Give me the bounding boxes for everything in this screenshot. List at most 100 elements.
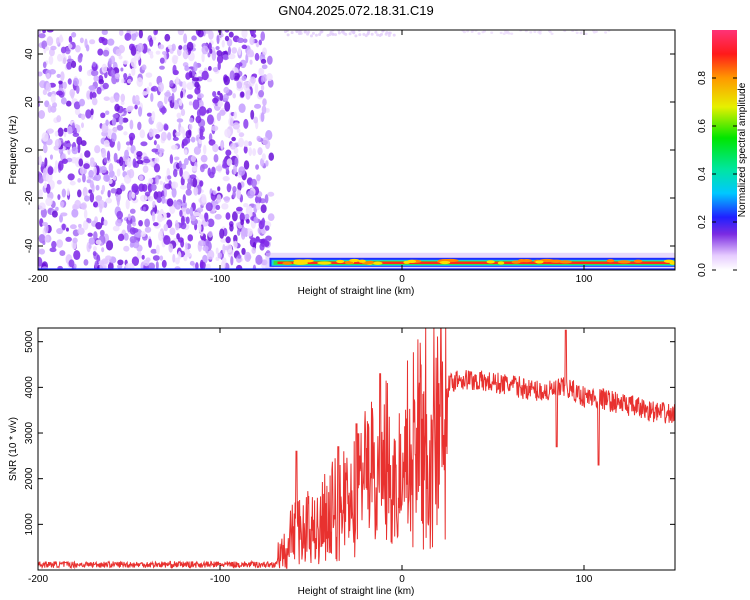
spectrogram-noise-cell: [101, 247, 105, 253]
spectrogram-noise-cell: [326, 33, 330, 37]
spectrogram-noise-cell: [331, 32, 335, 36]
spectrogram-noise-cell: [227, 46, 232, 55]
spectrogram-noise-cell: [169, 154, 174, 165]
spectrogram-noise-cell: [164, 91, 172, 97]
spectrogram-noise-cell: [307, 30, 311, 34]
spectrogram-noise-cell: [181, 163, 187, 170]
spectrogram-noise-cell: [228, 31, 234, 38]
spectrogram-noise-cell: [153, 163, 161, 173]
spectrogram-noise-cell: [171, 181, 179, 189]
spectrogram-noise-cell: [40, 208, 47, 218]
snr-y-ticks: 1000 2000 3000 4000 5000: [24, 330, 675, 535]
spectrogram-noise-cell: [127, 105, 134, 111]
spectrogram-noise-cell: [172, 253, 176, 263]
snr-y-axis-label: SNR (10 * v/v): [8, 417, 19, 481]
spectrogram-noise-cell: [191, 165, 198, 172]
spectrogram-noise-cell: [234, 157, 239, 168]
spectrogram-noise-cell: [604, 31, 608, 34]
spectrogram-noise-cell: [47, 166, 54, 176]
spectrogram-noise-cell: [185, 188, 192, 196]
spectrogram-noise-cell: [118, 30, 124, 36]
spectrogram-noise-cell: [146, 112, 153, 117]
spectrogram-noise-cell: [220, 238, 227, 243]
spectrogram-noise-cell: [166, 132, 172, 141]
spectrogram-noise-cell: [236, 37, 245, 44]
spectrogram-noise-cell: [96, 86, 102, 95]
spectrogram-noise-cell: [83, 209, 88, 219]
spectrogram-noise-cell: [376, 33, 380, 37]
spectrogram-noise-cell: [254, 52, 260, 61]
spectrogram-noise-cell: [100, 230, 105, 236]
spectrogram-noise-cell: [156, 191, 163, 198]
spectrogram-noise-cell: [245, 219, 250, 224]
spectrogram-noise-cell: [159, 255, 164, 261]
spectrogram-noise-cell: [173, 55, 179, 61]
spectrogram-noise-cell: [107, 189, 111, 198]
spectrogram-noise-cell: [202, 144, 207, 155]
spectrogram-noise-cell: [207, 249, 215, 260]
spectrogram-noise-cell: [58, 80, 63, 85]
spectrogram-noise-cell: [224, 128, 231, 138]
spectrogram-noise-cell: [45, 46, 50, 51]
spectrogram-band-peak: [317, 261, 332, 265]
spectrogram-noise-cell: [201, 45, 209, 55]
spectrogram-noise-cell: [80, 202, 87, 210]
spectrogram-noise-cell: [58, 160, 64, 171]
spectrogram-noise-cell: [141, 91, 148, 96]
spectrogram-noise-cell: [230, 255, 234, 266]
colorbar-tick-label: 0.6: [697, 119, 708, 133]
spectrogram-noise-cell: [128, 168, 135, 179]
spectrogram-noise-cell: [150, 87, 155, 92]
spectrogram-noise-cell: [76, 136, 83, 146]
spectrogram-noise-cell: [107, 261, 114, 270]
spectrogram-noise-cell: [238, 132, 245, 138]
spectrogram-noise-cell: [188, 129, 192, 136]
spectrogram-noise-cell: [187, 234, 194, 242]
spectrogram-noise-cell: [80, 113, 86, 120]
spectrogram-noise-cell: [217, 252, 223, 259]
spectrogram-noise-cell: [185, 216, 190, 224]
spectrogram-noise-cell: [191, 35, 197, 41]
spectrogram-noise-cell: [226, 183, 232, 193]
spectrogram-noise-cell: [60, 71, 65, 82]
spectrogram-noise-cell: [50, 93, 56, 104]
spectrogram-noise-cell: [179, 126, 185, 134]
spectrogram-noise-cell: [550, 32, 554, 36]
spectrogram-noise-cell: [65, 236, 72, 242]
spectrogram-noise-cell: [207, 218, 215, 228]
spectrogram-noise-cell: [244, 213, 250, 220]
spectrogram-noise-cell: [78, 158, 84, 167]
spectrogram-y-tick-label: -20: [24, 190, 35, 205]
spectrogram-noise-cell: [212, 190, 217, 195]
spectrogram-noise-cell: [85, 44, 90, 52]
spectrogram-noise-cell: [215, 165, 223, 172]
spectrogram-noise-cell: [241, 75, 247, 81]
snr-y-tick-label: 5000: [24, 330, 35, 353]
spectrogram-noise-cell: [510, 32, 514, 35]
spectrogram-noise-cell: [239, 212, 246, 222]
spectrogram-noise-cell: [88, 237, 96, 245]
spectrogram-band-peak: [367, 260, 374, 264]
snr-series-line: [38, 328, 675, 570]
spectrogram-noise-cell: [88, 244, 92, 249]
spectrogram-noise-cell: [245, 254, 252, 260]
spectrogram-noise-cell: [79, 37, 84, 44]
spectrogram-noise-cell: [260, 58, 267, 64]
spectrogram-noise-cell: [256, 135, 261, 142]
snr-y-tick-label: 1000: [24, 513, 35, 536]
spectrogram-noise-cell: [216, 194, 222, 203]
spectrogram-noise-cell: [571, 30, 575, 33]
spectrogram-noise-cell: [72, 132, 80, 137]
spectrogram-noise-cell: [202, 254, 208, 264]
spectrogram-noise-cell: [120, 67, 124, 72]
spectrogram-noise-cell: [154, 30, 159, 35]
spectrogram-noise-cell: [155, 134, 161, 139]
spectrogram-noise-cell: [89, 192, 95, 203]
spectrogram-noise-cell: [183, 254, 188, 262]
spectrogram-noise-cell: [124, 32, 132, 41]
spectrogram-noise-cell: [222, 93, 229, 101]
spectrogram-noise-cell: [76, 124, 81, 133]
spectrogram-noise-cell: [128, 132, 136, 141]
spectrogram-noise-cell: [41, 132, 49, 142]
spectrogram-noise-cell: [153, 140, 157, 146]
